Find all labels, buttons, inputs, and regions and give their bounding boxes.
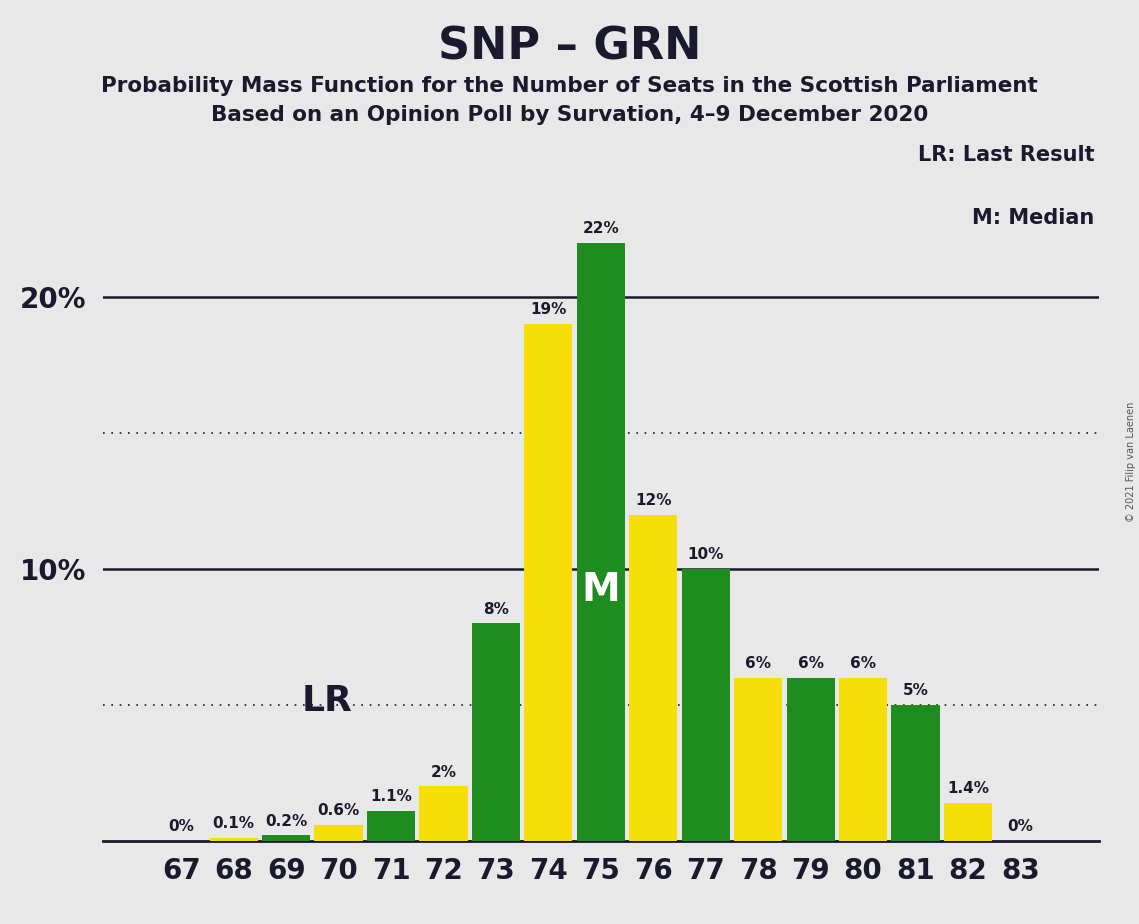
Text: SNP – GRN: SNP – GRN [437,26,702,69]
Bar [944,803,992,841]
Text: © 2021 Filip van Laenen: © 2021 Filip van Laenen [1125,402,1136,522]
Text: 2%: 2% [431,765,457,780]
Text: LR: Last Result: LR: Last Result [918,144,1095,164]
Text: 8%: 8% [483,602,509,616]
Text: 1.4%: 1.4% [947,781,989,796]
Text: 1.1%: 1.1% [370,789,412,804]
Bar [524,324,573,841]
Text: 0%: 0% [1008,819,1033,834]
Text: 0%: 0% [169,819,194,834]
Text: 5%: 5% [902,683,928,699]
Text: 19%: 19% [530,302,566,318]
Text: 10%: 10% [688,547,724,562]
Text: M: Median: M: Median [972,208,1095,228]
Text: 0.6%: 0.6% [318,803,360,818]
Bar [839,677,887,841]
Text: M: M [581,571,621,609]
Bar [210,838,257,841]
Text: 6%: 6% [797,656,823,671]
Text: 12%: 12% [636,492,672,508]
Text: 6%: 6% [850,656,876,671]
Bar [367,811,415,841]
Text: 0.1%: 0.1% [213,816,255,832]
Bar [787,677,835,841]
Bar [576,243,625,841]
Bar [472,624,521,841]
Bar [681,569,730,841]
Bar [262,835,310,841]
Bar [419,786,468,841]
Text: Probability Mass Function for the Number of Seats in the Scottish Parliament: Probability Mass Function for the Number… [101,76,1038,96]
Bar [734,677,782,841]
Text: 0.2%: 0.2% [265,814,308,829]
Bar [892,705,940,841]
Text: Based on an Opinion Poll by Survation, 4–9 December 2020: Based on an Opinion Poll by Survation, 4… [211,105,928,126]
Text: 22%: 22% [582,221,620,236]
Text: 6%: 6% [745,656,771,671]
Text: LR: LR [302,685,353,719]
Bar [629,515,678,841]
Bar [314,824,362,841]
